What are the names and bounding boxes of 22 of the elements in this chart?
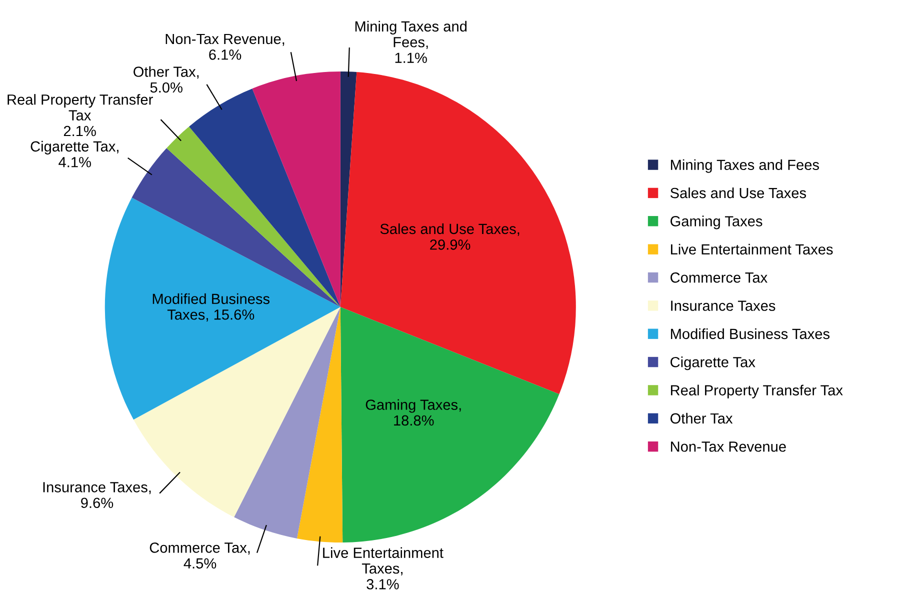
data-label: Commerce Tax, 4.5% <box>150 542 250 569</box>
legend-label: Mining Taxes and Fees <box>670 159 819 173</box>
legend-label: Real Property Transfer Tax <box>670 384 843 398</box>
legend-label: Commerce Tax <box>670 272 768 283</box>
data-label: Live Entertainment Taxes, 3.1% <box>323 547 444 590</box>
legend-label: Modified Business Taxes <box>670 328 830 340</box>
data-label: Cigarette Tax, 4.1% <box>30 140 118 168</box>
legend-label: Live Entertainment Taxes <box>670 244 833 255</box>
data-label: Other Tax, 5.0% <box>134 66 199 93</box>
data-label: Mining Taxes and Fees, 1.1% <box>355 20 467 63</box>
data-label: Sales and Use Taxes, 29.9% <box>380 223 520 250</box>
legend-label: Insurance Taxes <box>671 300 776 311</box>
legend-label: Sales and Use Taxes <box>670 187 806 198</box>
data-label: Modified Business Taxes, 15.6% <box>152 293 270 322</box>
legend-label: Other Tax <box>670 412 733 424</box>
data-label: Gaming Taxes, 18.8% <box>366 399 461 426</box>
data-label: Non-Tax Revenue, 6.1% <box>166 34 284 60</box>
legend-label: Non-Tax Revenue <box>670 442 786 452</box>
legend-label: Gaming Taxes <box>670 216 762 230</box>
data-label: Insurance Taxes, 9.6% <box>43 482 151 508</box>
legend-label: Cigarette Tax <box>670 356 756 370</box>
data-label: Real Property Transfer Tax 2.1% <box>8 94 153 136</box>
